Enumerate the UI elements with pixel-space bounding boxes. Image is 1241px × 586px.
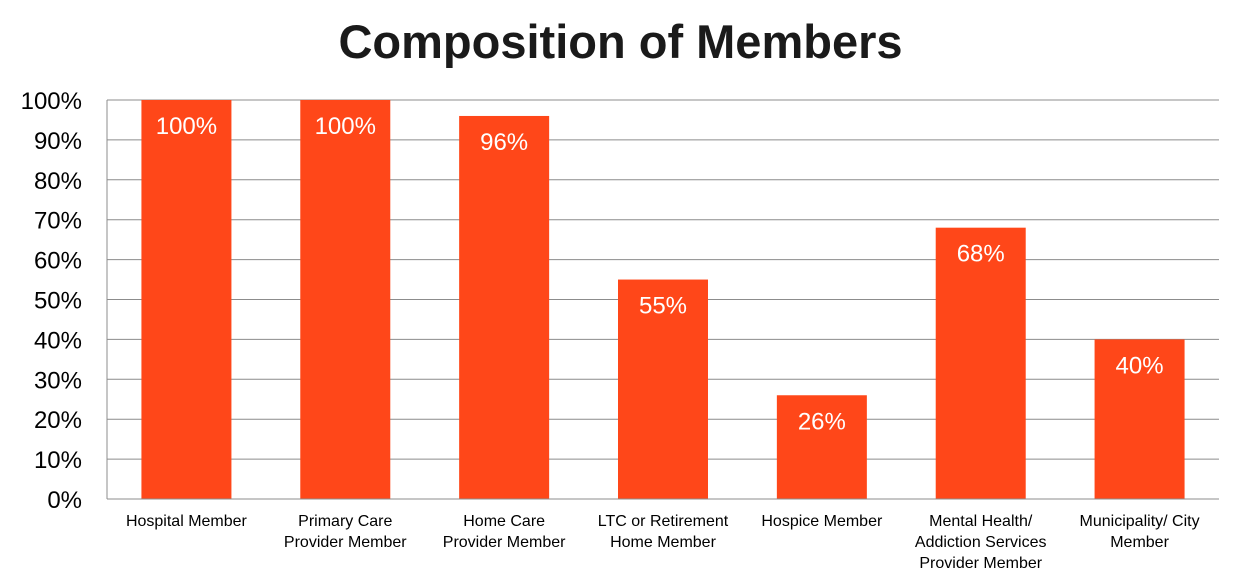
axes — [106, 100, 1219, 500]
x-tick-label: Hospice Member — [761, 513, 883, 530]
y-tick-label: 30% — [34, 367, 82, 394]
x-tick-label: Primary Care Provider Member — [284, 513, 407, 551]
y-axis-ticks: 0% 10% 20% 30% 40% 50% 60% 70% 80% 90% 100% — [21, 88, 82, 514]
bar-data-label: 40% — [1116, 352, 1164, 379]
y-tick-label: 50% — [34, 288, 82, 315]
bar — [776, 395, 867, 499]
y-tick-label: 70% — [34, 208, 82, 235]
y-tick-label: 60% — [34, 248, 82, 275]
x-tick-label: Hospital Member — [126, 513, 248, 530]
x-tick-label: Mental Health/Addiction Services Provider… — [915, 513, 1047, 572]
bars — [141, 100, 1185, 500]
x-tick-label: LTC or Retirement Home Member — [598, 513, 729, 551]
bar-data-labels: 100% 100% 96% 55% 26% 68% 40% — [156, 113, 1164, 435]
bar-data-label: 96% — [480, 129, 528, 156]
y-tick-label: 90% — [34, 128, 82, 155]
bar-data-label: 68% — [957, 241, 1005, 268]
bar — [141, 100, 232, 499]
y-tick-label: 40% — [34, 327, 82, 354]
y-tick-label: 80% — [34, 168, 82, 195]
bar-data-label: 26% — [798, 408, 846, 435]
y-tick-label: 0% — [47, 487, 82, 514]
y-tick-label: 10% — [34, 447, 82, 474]
bar — [618, 279, 708, 499]
x-axis-ticks: Hospital Member Primary Care Provider Memb… — [126, 513, 1200, 572]
bar — [1094, 339, 1185, 499]
bar-data-label: 100% — [156, 113, 217, 140]
y-tick-label: 100% — [21, 88, 82, 115]
chart-title: Composition of Members — [338, 15, 903, 68]
bar — [935, 227, 1026, 499]
y-tick-label: 20% — [34, 407, 82, 434]
x-tick-label: Municipality/ City Member — [1080, 513, 1200, 551]
bar-data-label: 100% — [315, 113, 376, 140]
bar — [300, 100, 391, 499]
x-tick-label: Home Care Provider Member — [443, 513, 566, 551]
bar-data-label: 55% — [639, 293, 687, 320]
bar — [459, 115, 550, 500]
